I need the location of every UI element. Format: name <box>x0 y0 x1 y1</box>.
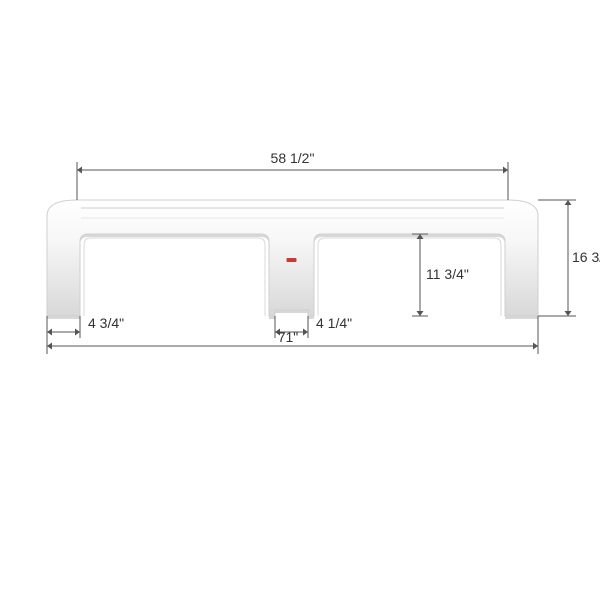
dim-height: 16 3/4" <box>572 249 600 265</box>
diagram-stage: 58 1/2" 16 3/4" 11 3/4" 4 3/4" 4 1/4" 71" <box>0 0 600 600</box>
dim-top-width: 58 1/2" <box>271 150 315 166</box>
brand-badge <box>287 258 297 262</box>
dim-arch-height: 11 3/4" <box>426 266 469 282</box>
dimension-drawing: 58 1/2" 16 3/4" 11 3/4" 4 3/4" 4 1/4" 71" <box>0 0 600 600</box>
dim-overall: 71" <box>278 329 299 345</box>
dim-center-gap: 4 1/4" <box>316 315 352 331</box>
fender-skirt <box>47 200 538 319</box>
dim-left-flare: 4 3/4" <box>88 315 124 331</box>
